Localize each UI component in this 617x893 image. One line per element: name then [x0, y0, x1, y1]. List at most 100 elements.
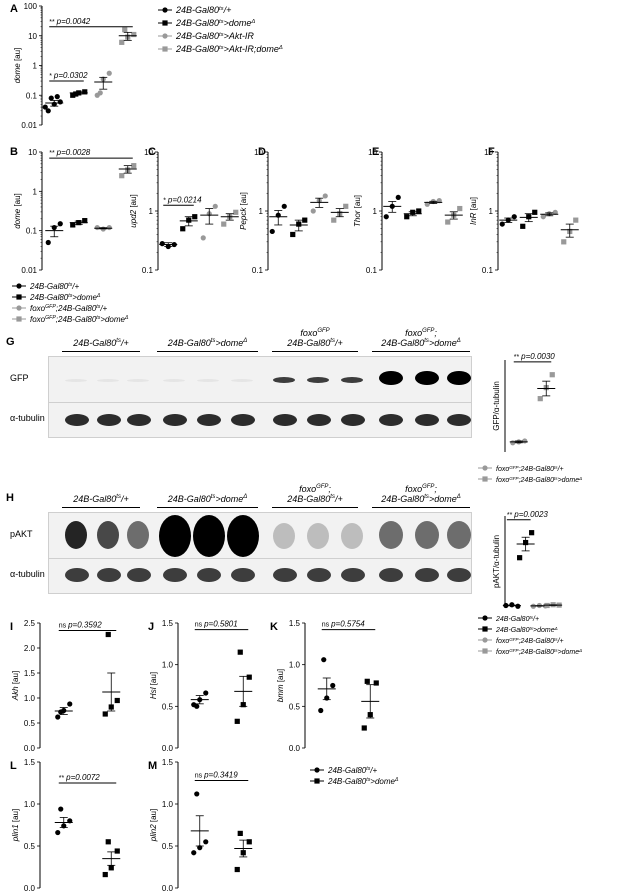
y-tick-label: 0.1 — [26, 91, 38, 100]
data-point — [122, 27, 128, 33]
blot-band — [341, 377, 363, 383]
y-tick-label: 0.1 — [252, 266, 264, 275]
y-tick-label: 2.0 — [24, 644, 36, 653]
series-0 — [317, 657, 336, 714]
series-0 — [54, 701, 73, 720]
blot-band — [307, 414, 331, 426]
data-point — [82, 218, 88, 224]
significance-label: * p=0.0214 — [163, 195, 202, 204]
data-point — [573, 217, 579, 223]
blot-header: foxoGFP; — [405, 484, 437, 494]
data-point — [529, 530, 535, 536]
label-superscript: Δ — [250, 19, 255, 25]
panel-letter: K — [270, 621, 278, 633]
square-marker-icon — [162, 20, 168, 26]
label-part: foxo — [496, 649, 509, 656]
series-1 — [289, 217, 308, 238]
y-tick-label: 1 — [489, 207, 494, 216]
data-point — [233, 209, 239, 215]
series-3 — [220, 209, 239, 227]
y-axis-label: plin2 [au] — [149, 809, 158, 842]
y-axis-label: pAKT/α-tubulin — [492, 535, 501, 588]
label-superscript: ts — [68, 293, 72, 299]
y-tick-label: 1.5 — [162, 619, 174, 628]
data-point — [191, 850, 197, 856]
y-axis-label-gene: upd2 — [129, 209, 138, 227]
label-part: >dome — [72, 293, 97, 302]
blot-band — [197, 379, 219, 382]
blot-band — [447, 371, 471, 385]
data-point — [330, 682, 336, 689]
y-axis-label-gene: plin2 — [149, 824, 158, 842]
blot-band — [97, 414, 121, 426]
data-point — [234, 718, 240, 724]
blot-band — [127, 568, 151, 582]
data-point — [310, 208, 316, 214]
square-marker-icon — [482, 648, 488, 654]
legend-label: 24B-Gal80ts/+ — [327, 766, 378, 775]
panel-letter: C — [148, 146, 156, 158]
data-point — [416, 208, 422, 214]
legend-label: 24B-Gal80ts>Akt-IR — [175, 31, 254, 41]
chart-panel-a: A 0.01 0.1 1 10 100 dome [au] ** p=0.0042 * p=0.… — [10, 2, 137, 130]
blot-image-1 — [48, 558, 472, 594]
series-0 — [54, 806, 73, 836]
label-superscript: ts — [96, 304, 100, 310]
y-tick-label: 1.5 — [289, 619, 301, 628]
y-tick-label: 0.0 — [162, 744, 174, 753]
legend-label: 24B-Gal80ts>domeΔ — [29, 293, 101, 302]
blot-band — [379, 414, 403, 426]
legend-label: foxoGFP;24B-Gal80ts/+ — [496, 465, 564, 474]
chart-panel-i: I 0.0 0.5 1.0 1.5 2.0 2.5 Akh [au] ns p=0.3592 — [10, 619, 121, 753]
data-point — [517, 555, 523, 561]
y-axis-label-unit: [au] — [149, 672, 158, 688]
data-point — [97, 90, 103, 96]
panel-letter: M — [148, 760, 157, 772]
label-superscript: ts — [68, 282, 72, 288]
data-point — [331, 217, 337, 223]
y-axis-label: bmm [au] — [276, 669, 285, 702]
data-point — [114, 848, 120, 854]
chart-panel-g-quant: GFP/α-tubulin ** p=0.0030 — [492, 352, 555, 452]
series-2 — [94, 224, 113, 232]
data-point — [131, 31, 137, 38]
p-value: p=0.0042 — [56, 17, 91, 26]
y-axis-label-gene: pAKT/α-tubulin — [492, 535, 501, 588]
y-tick-label: 10 — [254, 148, 263, 157]
label-part: 24B-Gal80 — [327, 777, 367, 786]
y-axis-label-unit: [au] — [13, 48, 22, 64]
circle-marker-icon — [16, 283, 22, 289]
data-point — [237, 830, 243, 836]
data-point — [58, 806, 64, 812]
significance-label: ns p=0.3592 — [59, 621, 102, 630]
legend-label: 24B-Gal80ts>domeΔ — [327, 777, 399, 786]
blot-band — [273, 568, 297, 582]
series-1 — [537, 372, 556, 402]
label-superscript: Δ — [578, 648, 582, 653]
series-1 — [519, 209, 538, 229]
label-superscript: ts — [529, 615, 533, 620]
blot-header: 24B-Gal80ts>domeΔ — [381, 338, 461, 348]
blot-band — [341, 523, 363, 549]
data-point — [102, 711, 108, 717]
blot-header-underline — [372, 351, 470, 352]
blot-band — [307, 523, 329, 549]
significance-label: ** p=0.0023 — [507, 510, 549, 519]
blot-band — [273, 414, 297, 426]
p-value: p=0.3419 — [203, 770, 238, 779]
data-point — [70, 92, 76, 98]
y-tick-label: 1.5 — [24, 758, 36, 767]
data-point — [457, 205, 463, 212]
circle-marker-icon — [482, 465, 488, 471]
series-1 — [234, 649, 253, 724]
label-part: 24B-Gal80 — [29, 293, 69, 302]
y-tick-label: 2.5 — [24, 619, 36, 628]
significance-stars: ** — [514, 354, 521, 361]
data-point — [321, 657, 327, 663]
series-2 — [94, 70, 113, 98]
p-value: p=0.0023 — [513, 510, 548, 519]
blot-band — [127, 414, 151, 426]
blot-header-underline — [62, 351, 140, 352]
blot-header: foxoGFP; — [405, 328, 437, 338]
series-3 — [330, 203, 349, 223]
